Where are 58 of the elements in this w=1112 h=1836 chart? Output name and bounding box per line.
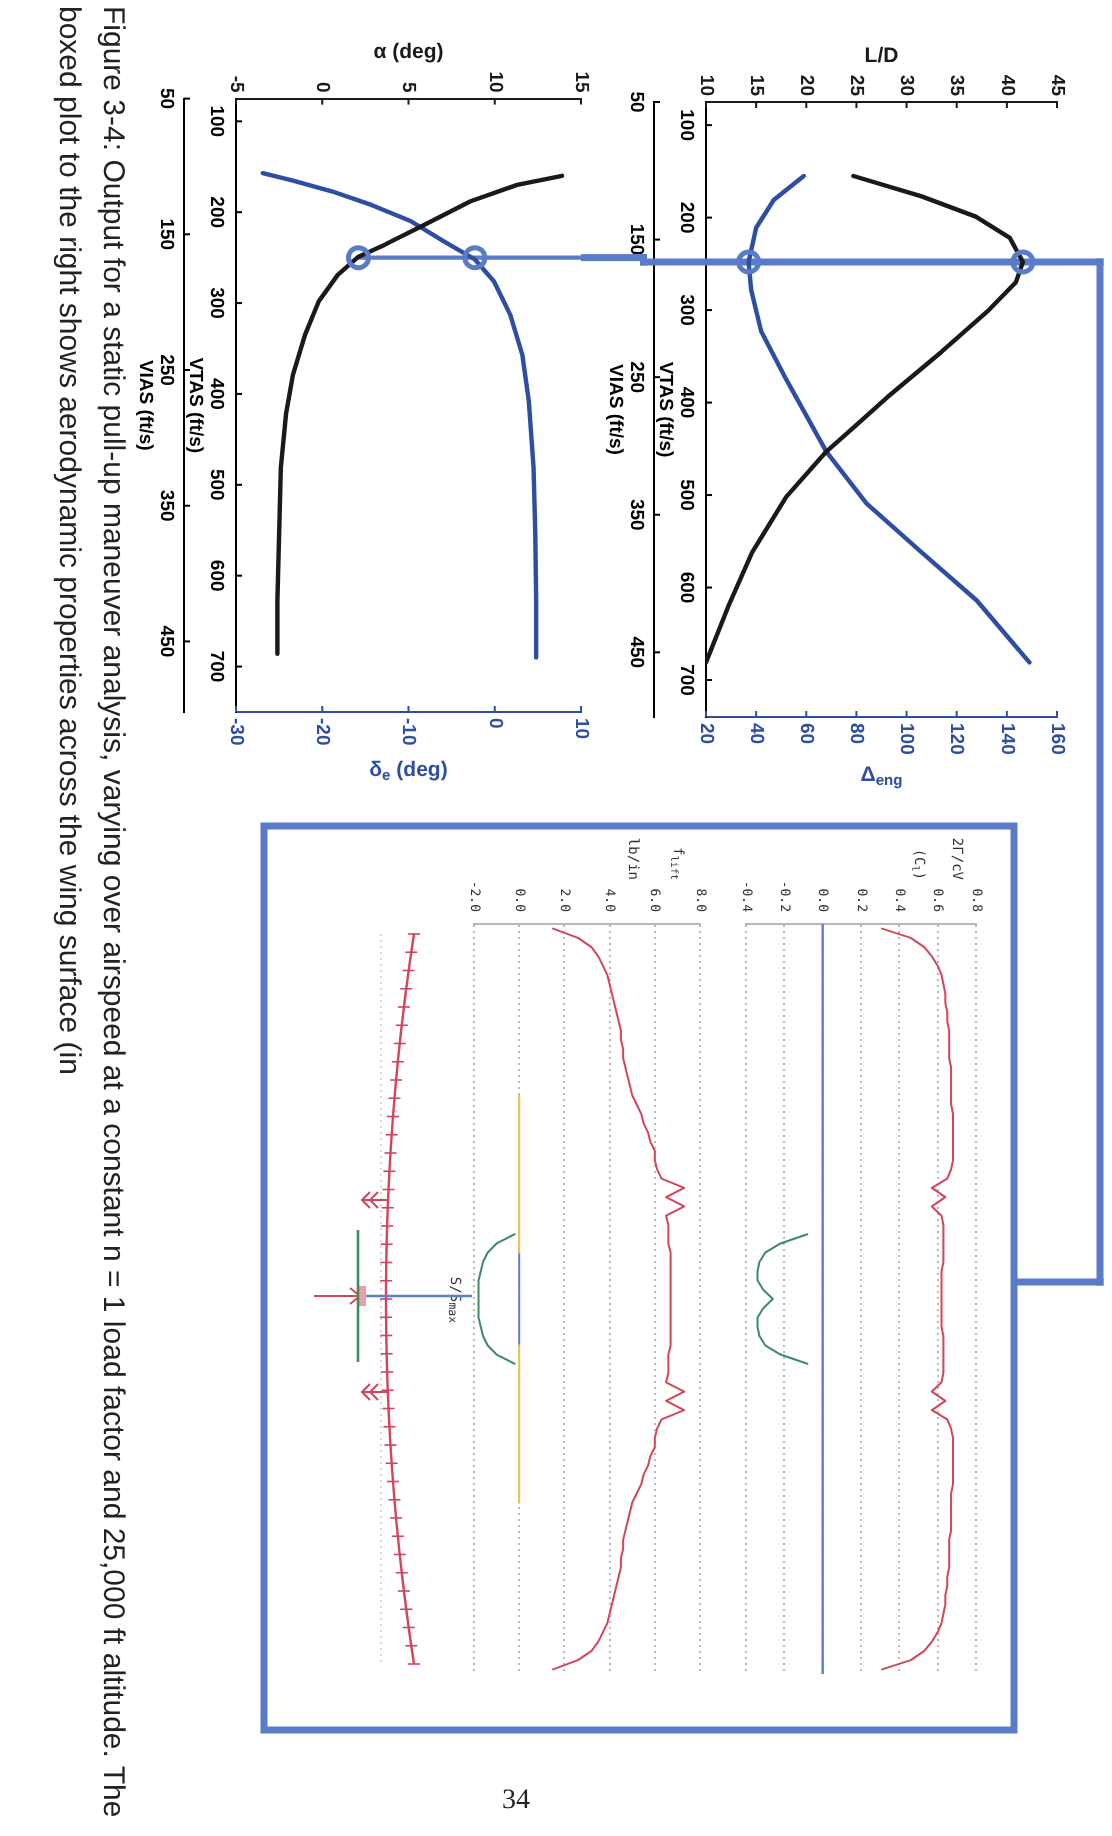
x2-tick-label: 15 — [744, 74, 767, 98]
y2-tick-label: 250 — [624, 361, 647, 394]
x-tick-label: 10 — [569, 718, 592, 740]
y2-tick-label: 350 — [154, 489, 177, 522]
x2-tick-label: -5 — [224, 75, 247, 95]
x2-tick-label: 5 — [397, 82, 420, 95]
x2-tick-label: 0 — [311, 82, 333, 93]
y-tick-label: 400 — [674, 386, 697, 419]
y-tick-label: 300 — [204, 287, 227, 319]
x2-tick-label: 15 — [569, 71, 592, 95]
y-tick-label: 600 — [204, 559, 227, 592]
x2-tick-label: 10 — [694, 74, 717, 97]
x2-tick-label: 45 — [1045, 74, 1068, 98]
y2-axis-title: VIAS (ft/s) — [603, 364, 626, 455]
x2-axis-title: α (deg) — [373, 40, 444, 65]
x2-tick-label: 25 — [845, 74, 868, 98]
x-tick-label: 40 — [744, 723, 767, 745]
x2-tick-label: 30 — [895, 74, 918, 97]
y-tick-label: 200 — [204, 196, 227, 229]
text: 34 — [500, 1786, 532, 1818]
x-tick-label: 20 — [694, 723, 717, 745]
x-tick-label: -30 — [224, 718, 247, 746]
y2-tick-label: 450 — [154, 625, 177, 658]
x-tick-label: -20 — [311, 718, 333, 746]
x-tick-label: 100 — [895, 723, 918, 755]
y-tick-label: 100 — [674, 109, 697, 141]
x-tick-label: 120 — [945, 723, 968, 755]
y2-tick-label: 150 — [624, 223, 647, 256]
x-tick-label: -10 — [397, 718, 420, 746]
y2-tick-label: 50 — [154, 88, 177, 110]
x2-tick-label: 35 — [945, 74, 968, 98]
x-tick-label: 140 — [995, 723, 1018, 755]
y2-axis-title: VIAS (ft/s) — [133, 359, 156, 451]
x2-axis-title: L/D — [864, 43, 900, 68]
x-tick-label: 80 — [845, 723, 868, 745]
y2-tick-label: 150 — [154, 218, 177, 251]
y2-tick-label: 450 — [624, 636, 647, 669]
caption: Figure 3-4: Output for a static pull-up maneuver analysis, varying over airspeed at a constant n = 1 load factor and 25,000 ft altitude. The boxed plot to the right shows aerodynamic properties across the wing surface (in — [50, 6, 132, 1822]
y2-tick-label: 250 — [154, 354, 177, 386]
y-tick-label: 500 — [674, 479, 697, 511]
y-tick-label: 700 — [674, 664, 697, 696]
x2-tick-label: 40 — [995, 74, 1018, 97]
y2-tick-label: 350 — [624, 498, 647, 531]
x-tick-label: 60 — [795, 723, 818, 745]
y-tick-label: 100 — [204, 105, 227, 138]
y-tick-label: 200 — [674, 201, 697, 234]
y-tick-label: 600 — [674, 571, 697, 604]
x-tick-label: 160 — [1045, 723, 1068, 755]
y-tick-label: 400 — [204, 378, 227, 410]
y-tick-label: 500 — [204, 468, 227, 501]
y-tick-label: 700 — [204, 650, 227, 683]
y2-tick-label: 50 — [624, 91, 647, 113]
x2-tick-label: 20 — [795, 74, 818, 97]
y-axis-title: VTAS (ft/s) — [653, 361, 676, 458]
y-axis-title: VTAS (ft/s) — [183, 357, 206, 454]
y-tick-label: 300 — [674, 294, 697, 326]
x2-tick-label: 10 — [483, 71, 506, 93]
x-tick-label: 0 — [483, 718, 506, 729]
